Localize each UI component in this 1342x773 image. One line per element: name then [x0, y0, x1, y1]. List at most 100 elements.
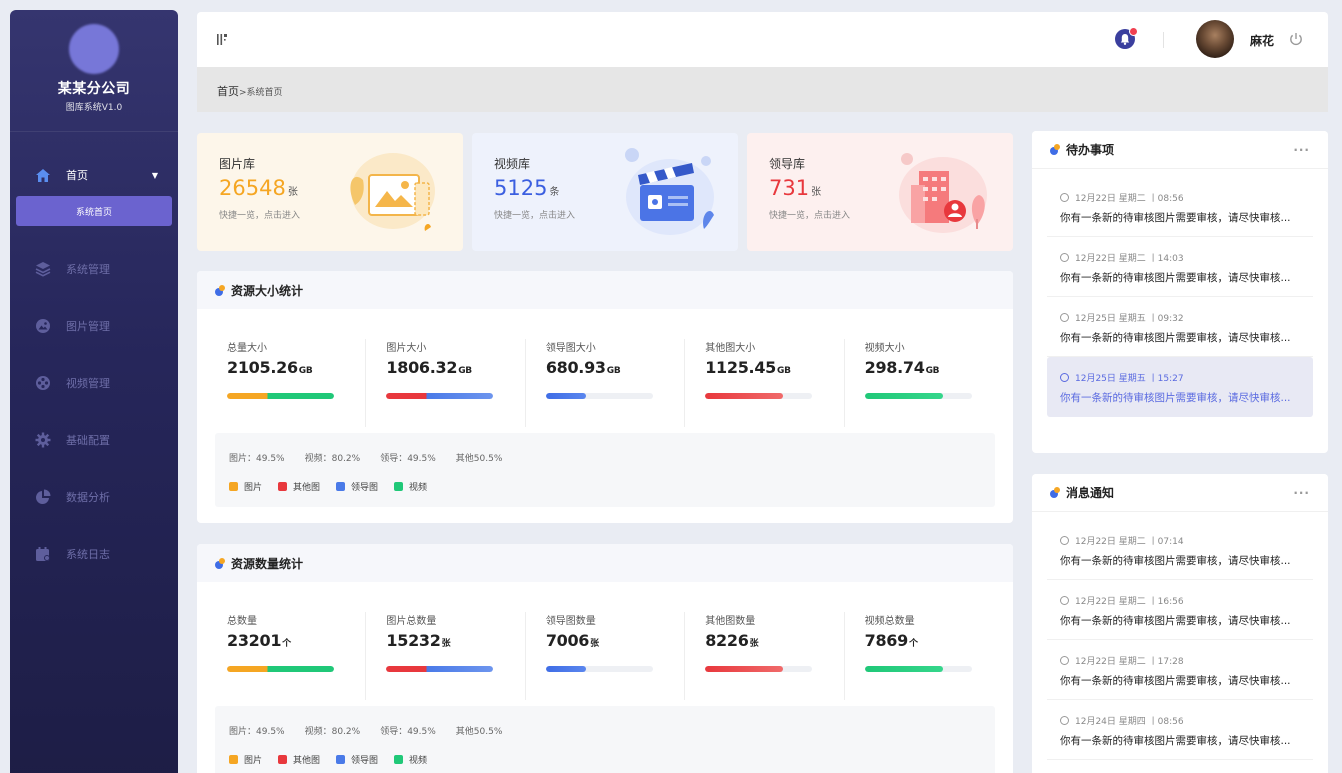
- panel-header: 资源数量统计: [197, 544, 1013, 582]
- breadcrumb-home[interactable]: 首页: [217, 85, 239, 98]
- sidebar-item-image-management[interactable]: 图片管理: [10, 297, 178, 354]
- clock-icon: [1060, 193, 1069, 202]
- card-hint: 快捷一览，点击进入: [494, 211, 576, 221]
- caret-down-icon: ▼: [151, 170, 158, 180]
- sidebar-item-home[interactable]: 首页 ▼: [10, 160, 178, 190]
- gear-icon: [34, 431, 52, 449]
- notice-item[interactable]: 12月22日 星期二 丨16:56 你有一条新的待审核图片需要审核，请尽快审核.…: [1047, 580, 1313, 640]
- todo-item-highlighted[interactable]: 12月25日 星期五 丨15:27 你有一条新的待审核图片需要审核，请尽快审核.…: [1047, 357, 1313, 417]
- card-count: 26548 张: [219, 176, 298, 200]
- notice-message: 你有一条新的待审核图片需要审核，请尽快审核...: [1060, 675, 1291, 687]
- progress-bar: [705, 393, 813, 399]
- avatar[interactable]: [1196, 20, 1234, 58]
- progress-bar: [864, 393, 972, 399]
- todo-time: 12月25日 星期五 丨15:27: [1060, 371, 1300, 384]
- sidebar-item-basic-config[interactable]: 基础配置: [10, 411, 178, 468]
- stat-image-count: 图片总数量 15232张: [365, 612, 524, 700]
- sidebar-item-system-log[interactable]: 系统日志: [10, 525, 178, 582]
- sidebar-item-system-management[interactable]: 系统管理: [10, 240, 178, 297]
- notice-list: 12月22日 星期二 丨07:14 你有一条新的待审核图片需要审核，请尽快审核.…: [1032, 512, 1328, 760]
- notice-message: 你有一条新的待审核图片需要审核，请尽快审核...: [1060, 615, 1291, 627]
- stat-label: 总量大小: [227, 343, 267, 354]
- stat-value: 680.93GB: [545, 358, 621, 377]
- username[interactable]: 麻花: [1250, 34, 1275, 48]
- pie-chart-icon: [34, 488, 52, 506]
- more-icon[interactable]: ···: [1293, 142, 1310, 157]
- todo-item[interactable]: 12月22日 星期二 丨14:03 你有一条新的待审核图片需要审核，请尽快审核.…: [1047, 237, 1313, 297]
- stat-leader-count: 领导图数量 7006张: [524, 612, 684, 700]
- stat-image-size: 图片大小 1806.32GB: [365, 339, 524, 427]
- stat-leader-size: 领导图大小 680.93GB: [524, 339, 684, 427]
- image-library-card[interactable]: 图片库 26548 张 快捷一览，点击进入: [197, 133, 463, 251]
- stat-value: 15232张: [386, 631, 451, 650]
- image-icon: [34, 317, 52, 335]
- section-dot-icon: [1050, 487, 1061, 498]
- todo-item[interactable]: 12月22日 星期二 丨08:56 你有一条新的待审核图片需要审核，请尽快审核.…: [1047, 177, 1313, 237]
- stat-value: 7869个: [864, 631, 918, 650]
- card-title: 图片库: [219, 157, 256, 171]
- stat-label: 视频总数量: [864, 616, 915, 627]
- sidebar-item-data-analysis[interactable]: 数据分析: [10, 468, 178, 525]
- stats-row: 总量大小 2105.26GB 图片大小 1806.32GB 领导图大小 680.…: [197, 309, 1013, 427]
- legend-item: 领导图: [336, 480, 378, 493]
- calendar-icon: [34, 545, 52, 563]
- sidebar-item-label: 图片管理: [66, 319, 110, 333]
- stat-value: 2105.26GB: [227, 358, 313, 377]
- percent-image: 图片：49.5%: [229, 454, 285, 464]
- divider: [1163, 32, 1164, 48]
- video-library-card[interactable]: 视频库 5125 条 快捷一览，点击进入: [472, 133, 738, 251]
- card-title: 视频库: [494, 157, 531, 171]
- sidebar-nav: 首页 ▼ 系统首页 系统管理 图片管理 视频管理 基础配置: [10, 132, 178, 582]
- todo-list: 12月22日 星期二 丨08:56 你有一条新的待审核图片需要审核，请尽快审核.…: [1032, 169, 1328, 417]
- legend-item: 领导图: [336, 753, 378, 766]
- stat-value: 23201个: [227, 631, 291, 650]
- sidebar-subitem-system-home[interactable]: 系统首页: [16, 196, 172, 226]
- home-icon: [34, 166, 52, 184]
- leader-library-card[interactable]: 领导库 731 张 快捷一览，点击进入: [747, 133, 1013, 251]
- breadcrumb-current: >系统首页: [239, 88, 283, 98]
- clock-icon: [1060, 536, 1069, 545]
- stat-label: 图片大小: [386, 343, 427, 354]
- percent-other: 其他50.5%: [455, 454, 503, 464]
- legend-item: 视频: [394, 753, 427, 766]
- section-dot-icon: [215, 284, 226, 296]
- progress-bar: [705, 666, 813, 672]
- clock-icon: [1060, 656, 1069, 665]
- stat-label: 领导图大小: [545, 343, 596, 354]
- notice-item[interactable]: 12月22日 星期二 丨17:28 你有一条新的待审核图片需要审核，请尽快审核.…: [1047, 640, 1313, 700]
- stat-value: 7006张: [545, 631, 599, 650]
- panel-title: 资源数量统计: [231, 556, 304, 571]
- percent-leader: 领导：49.5%: [380, 727, 436, 737]
- power-icon[interactable]: [1288, 31, 1304, 47]
- more-icon[interactable]: ···: [1293, 485, 1310, 500]
- sidebar: 某某分公司 图库系统V1.0 首页 ▼ 系统首页 系统管理 图片管理: [10, 10, 178, 773]
- stat-total-size: 总量大小 2105.26GB: [207, 339, 365, 427]
- notice-time: 12月22日 星期二 丨07:14: [1060, 534, 1300, 547]
- progress-bar: [386, 393, 494, 399]
- sidebar-item-video-management[interactable]: 视频管理: [10, 354, 178, 411]
- notification-bell-icon[interactable]: [1115, 27, 1138, 49]
- progress-bar: [386, 666, 494, 672]
- notice-item[interactable]: 12月24日 星期四 丨08:56 你有一条新的待审核图片需要审核，请尽快审核.…: [1047, 700, 1313, 760]
- menu-toggle-icon[interactable]: [217, 32, 229, 46]
- percent-line: 图片：49.5% 视频：80.2% 领导：49.5% 其他50.5%: [229, 724, 981, 737]
- top-bar: 麻花: [197, 12, 1328, 67]
- panel-header: 资源大小统计: [197, 271, 1013, 309]
- sidebar-item-label: 系统日志: [66, 547, 110, 561]
- todo-item[interactable]: 12月25日 星期五 丨09:32 你有一条新的待审核图片需要审核，请尽快审核.…: [1047, 297, 1313, 357]
- stat-value: 298.74GB: [864, 358, 940, 377]
- stat-video-size: 视频大小 298.74GB: [843, 339, 1003, 427]
- system-version: 图库系统V1.0: [65, 103, 123, 113]
- stat-other-size: 其他图大小 1125.45GB: [684, 339, 843, 427]
- stat-label: 领导图数量: [545, 616, 596, 627]
- notice-time: 12月22日 星期二 丨17:28: [1060, 654, 1300, 667]
- sidebar-item-label: 系统管理: [66, 262, 110, 276]
- notice-item[interactable]: 12月22日 星期二 丨07:14 你有一条新的待审核图片需要审核，请尽快审核.…: [1047, 520, 1313, 580]
- breadcrumb: 首页>系统首页: [197, 67, 1328, 112]
- panel-header: 消息通知 ···: [1032, 474, 1328, 512]
- card-count: 731 张: [769, 176, 822, 200]
- card-hint: 快捷一览，点击进入: [769, 211, 851, 221]
- todo-message: 你有一条新的待审核图片需要审核，请尽快审核...: [1060, 272, 1291, 284]
- stat-value: 1806.32GB: [386, 358, 472, 377]
- legend: 图片 其他图 领导图 视频: [229, 480, 981, 493]
